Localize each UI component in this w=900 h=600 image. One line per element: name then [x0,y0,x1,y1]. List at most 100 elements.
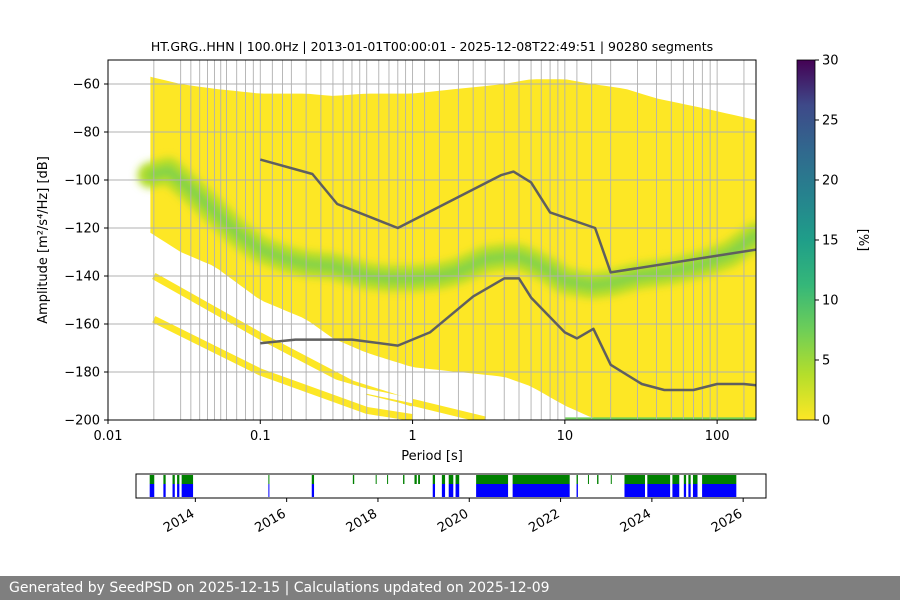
colorbar-label: [%] [855,229,870,252]
availability-span-blue [512,484,570,497]
availability-year-label: 2026 [709,506,745,536]
colorbar-ticks: 0 5 10 15 20 25 30 [815,54,839,429]
ppsd-chart: HT.GRG..HHN | 100.0Hz | 2013-01-01T00:00… [36,39,870,536]
plot-area [108,60,756,420]
availability-span-blue [672,484,680,497]
availability-span-green [387,475,389,484]
availability-span-blue [441,484,446,497]
availability-span-blue [432,484,436,497]
chart-title: HT.GRG..HHN | 100.0Hz | 2013-01-01T00:00… [151,39,713,54]
availability-span-blue [702,484,737,497]
availability-span-green [683,475,687,484]
availability-year-label: 2020 [435,506,471,536]
availability-span-blue [149,484,155,497]
availability-span-green [512,475,570,484]
x-tick-label: 100 [705,429,730,444]
availability-axis: 2014 2016 2018 2020 2022 2024 2026 [161,498,745,536]
y-tick-label: −160 [64,318,100,333]
availability-span-blue [181,484,194,497]
availability-span-green [692,475,698,484]
availability-span-green [268,475,270,484]
y-axis: −60 −80 −100 −120 −140 −160 −180 −200 [64,78,108,429]
colorbar-tick-label: 10 [822,294,839,309]
availability-span-green [672,475,680,484]
availability-span-blue [683,484,687,497]
availability-span-green [181,475,194,484]
availability-year-label: 2014 [161,506,197,536]
y-tick-label: −80 [73,126,100,141]
availability-span-blue [688,484,691,497]
footer-bar: Generated by SeedPSD on 2025-12-15 | Cal… [0,576,900,600]
availability-span-green [172,475,175,484]
plot-frame [107,59,757,421]
availability-span-blue [455,484,460,497]
availability-span-green [702,475,737,484]
availability-span-blue [476,484,509,497]
availability-span-green [414,475,417,484]
availability-span-green [149,475,155,484]
availability-span-blue [448,484,454,497]
availability-span-green [455,475,460,484]
y-axis-label: Amplitude [m²/s⁴/Hz] [dB] [36,156,51,324]
availability-span-green [576,475,578,484]
y-tick-label: −120 [64,222,100,237]
availability-span-green [375,475,377,484]
y-tick-label: −60 [73,78,100,93]
colorbar: 0 5 10 15 20 25 30 [%] [796,54,870,429]
availability-bars [149,475,737,497]
x-tick-label: 10 [557,429,574,444]
availability-span-blue [163,484,166,497]
availability-span-blue [692,484,698,497]
availability-span-green [163,475,166,484]
colorbar-tick-label: 20 [822,174,839,189]
percentile-curve-upper [259,158,756,274]
availability-span-blue [647,484,671,497]
colorbar-tick-label: 15 [822,234,839,249]
x-tick-label: 0.1 [250,429,271,444]
colorbar-tick-label: 25 [822,114,839,129]
availability-span-green [688,475,691,484]
colorbar-tick-label: 30 [822,54,839,69]
y-tick-label: −200 [64,414,100,429]
availability-span-green [597,475,599,484]
y-tick-label: −100 [64,174,100,189]
footer-text: Generated by SeedPSD on 2025-12-15 | Cal… [9,580,550,596]
density-layer [137,76,756,420]
y-tick-label: −180 [64,366,100,381]
availability-span-green [352,475,355,484]
availability-span-green [624,475,646,484]
availability-span-green [403,475,405,484]
availability-span-blue [177,484,180,497]
availability-year-label: 2024 [618,506,654,536]
grid-layer [108,60,756,420]
availability-year-label: 2022 [526,506,562,536]
x-axis: 0.01 0.1 1 10 100 [94,420,730,444]
data-availability-strip: 2014 2016 2018 2020 2022 2024 2026 [135,473,767,536]
availability-year-label: 2016 [252,506,288,536]
availability-span-green [610,475,612,484]
availability-span-blue [268,484,270,497]
availability-span-blue [311,484,315,497]
availability-span-green [476,475,509,484]
colorbar-gradient [796,59,816,421]
x-tick-label: 1 [408,429,416,444]
availability-span-blue [624,484,646,497]
availability-span-blue [576,484,578,497]
x-tick-label: 0.01 [94,429,123,444]
availability-span-green [418,475,420,484]
availability-year-label: 2018 [344,506,380,536]
percentile-curve-lower [260,277,756,392]
availability-frame [135,473,767,499]
y-tick-label: −140 [64,270,100,285]
availability-span-green [432,475,436,484]
availability-span-green [311,475,315,484]
density-envelope [150,76,756,420]
x-axis-label: Period [s] [401,449,463,464]
availability-span-green [647,475,671,484]
availability-span-blue [172,484,175,497]
colorbar-tick-label: 5 [822,354,830,369]
availability-span-green [448,475,454,484]
availability-span-green [441,475,446,484]
availability-span-green [587,475,589,484]
availability-span-green [177,475,180,484]
